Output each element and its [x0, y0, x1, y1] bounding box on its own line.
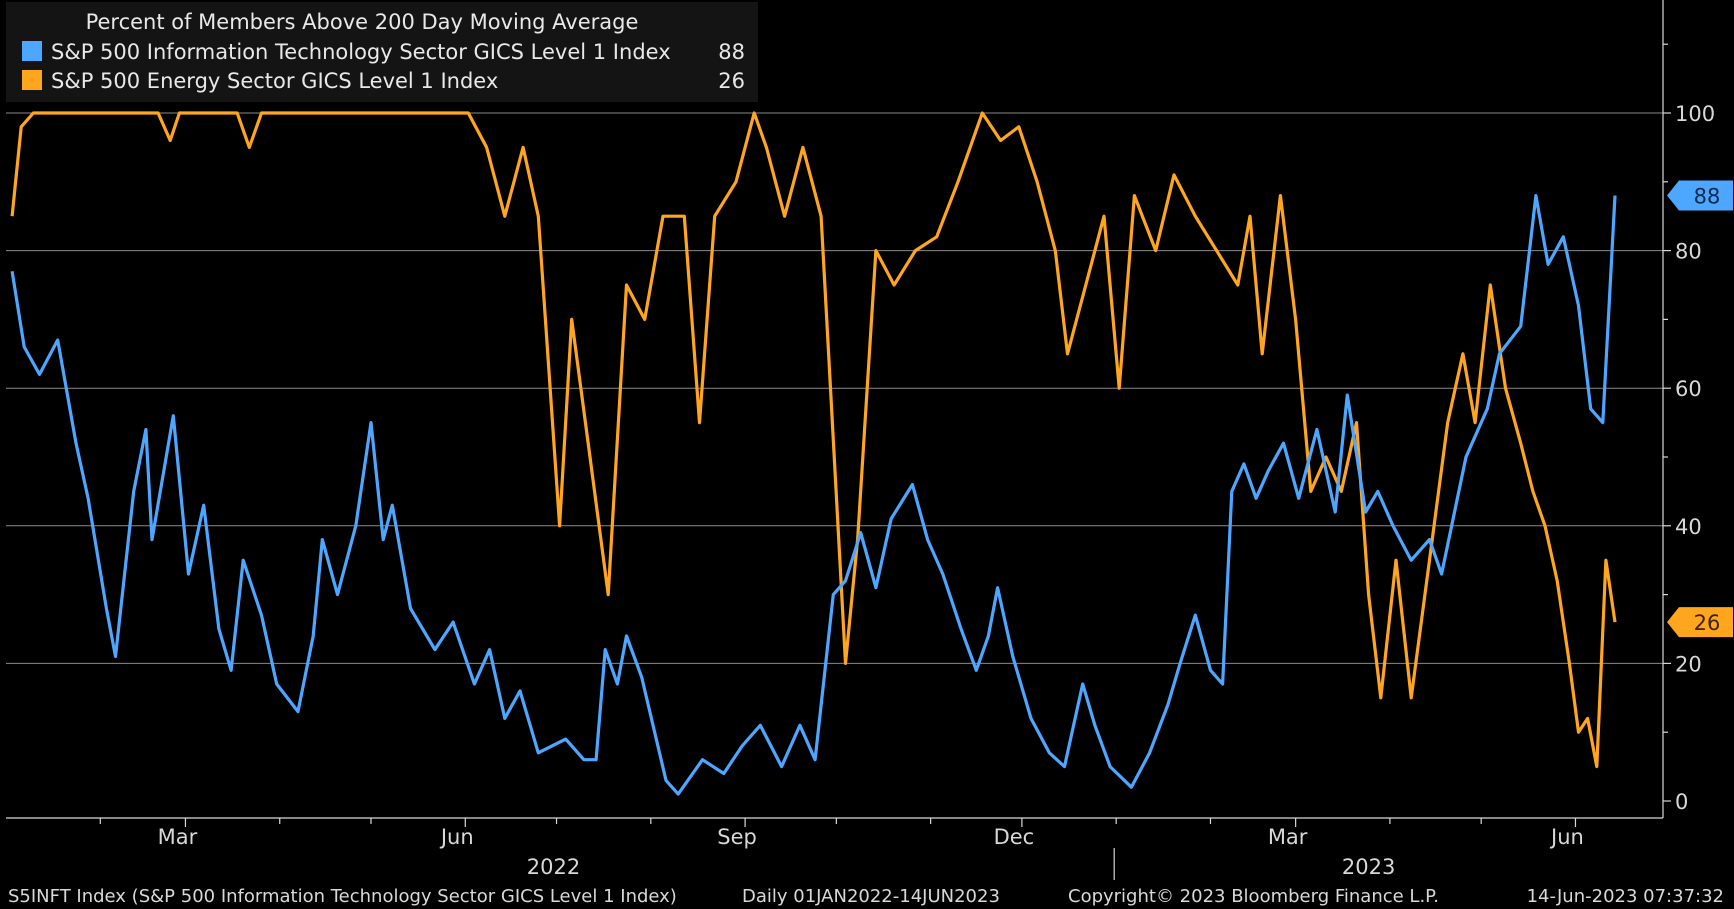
x-tick-label: Mar	[1268, 825, 1308, 849]
last-value-label: 88	[1694, 185, 1721, 209]
footer-timestamp: 14-Jun-2023 07:37:32	[1527, 886, 1724, 907]
legend-value-tech: 88	[718, 40, 745, 64]
y-tick-label: 0	[1675, 790, 1688, 814]
legend-box	[6, 2, 758, 102]
y-tick-label: 60	[1675, 377, 1702, 401]
series-line-energy	[10, 111, 1617, 769]
last-value-marker	[1667, 607, 1733, 638]
legend-label-energy: S&P 500 Energy Sector GICS Level 1 Index	[51, 69, 498, 93]
x-tick-label: Jun	[1549, 825, 1584, 849]
legend-value-energy: 26	[718, 69, 745, 93]
legend-swatch-energy	[22, 70, 42, 90]
legend-label-tech: S&P 500 Information Technology Sector GI…	[51, 40, 671, 64]
footer-security: S5INFT Index (S&P 500 Information Techno…	[8, 886, 677, 907]
grid-lines	[6, 112, 1663, 664]
y-tick-label: 100	[1675, 102, 1715, 126]
last-value-markers: 88 26	[1667, 180, 1733, 638]
y-axis-ticks: 0 20 40 60 80 100	[1663, 43, 1715, 814]
x-tick-label: Mar	[158, 825, 198, 849]
legend-swatch-tech	[22, 41, 42, 61]
y-tick-label: 20	[1675, 652, 1702, 676]
series-line-tech	[10, 194, 1617, 796]
footer-range: Daily 01JAN2022-14JUN2023	[742, 886, 1000, 907]
last-value-marker	[1667, 180, 1733, 211]
year-label: 2022	[527, 855, 580, 879]
footer-copyright: Copyright© 2023 Bloomberg Finance L.P.	[1068, 886, 1439, 907]
last-value-label: 26	[1694, 611, 1721, 635]
x-axis-ticks: Mar Jun Sep Dec Mar Jun 2022 2023	[99, 818, 1584, 880]
x-tick-label: Dec	[994, 825, 1035, 849]
year-label: 2023	[1342, 855, 1395, 879]
x-tick-label: Jun	[439, 825, 474, 849]
y-tick-label: 40	[1675, 515, 1702, 539]
chart-title: Percent of Members Above 200 Day Moving …	[86, 10, 639, 34]
x-tick-label: Sep	[717, 825, 757, 849]
series-lines	[10, 111, 1617, 796]
y-tick-label: 80	[1675, 240, 1702, 264]
